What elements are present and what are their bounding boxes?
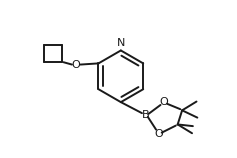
Text: N: N <box>117 38 125 48</box>
Text: O: O <box>160 97 168 107</box>
Text: O: O <box>154 129 163 139</box>
Text: B: B <box>142 110 149 120</box>
Text: O: O <box>72 60 81 70</box>
